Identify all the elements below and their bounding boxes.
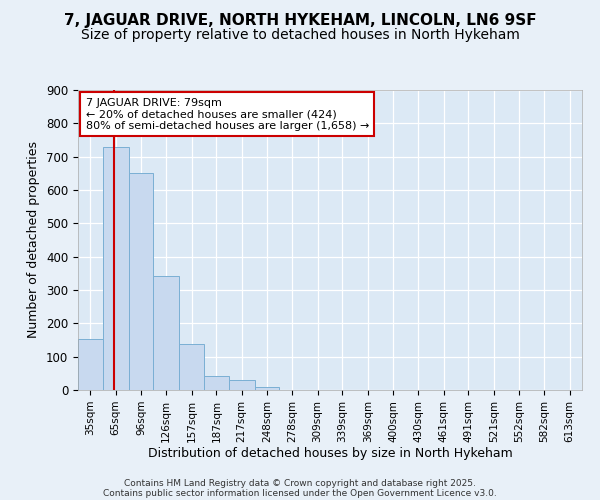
Text: Size of property relative to detached houses in North Hykeham: Size of property relative to detached ho…: [80, 28, 520, 42]
Text: 7 JAGUAR DRIVE: 79sqm
← 20% of detached houses are smaller (424)
80% of semi-det: 7 JAGUAR DRIVE: 79sqm ← 20% of detached …: [86, 98, 369, 130]
Text: Contains public sector information licensed under the Open Government Licence v3: Contains public sector information licen…: [103, 488, 497, 498]
Bar: [229, 380, 254, 390]
Bar: [254, 386, 280, 390]
Bar: [128, 174, 154, 390]
Bar: [103, 146, 128, 390]
X-axis label: Distribution of detached houses by size in North Hykeham: Distribution of detached houses by size …: [148, 448, 512, 460]
Bar: [154, 276, 179, 390]
Text: Contains HM Land Registry data © Crown copyright and database right 2025.: Contains HM Land Registry data © Crown c…: [124, 478, 476, 488]
Text: 7, JAGUAR DRIVE, NORTH HYKEHAM, LINCOLN, LN6 9SF: 7, JAGUAR DRIVE, NORTH HYKEHAM, LINCOLN,…: [64, 12, 536, 28]
Bar: [78, 339, 103, 390]
Bar: [179, 344, 204, 390]
Bar: [204, 376, 229, 390]
Y-axis label: Number of detached properties: Number of detached properties: [28, 142, 40, 338]
